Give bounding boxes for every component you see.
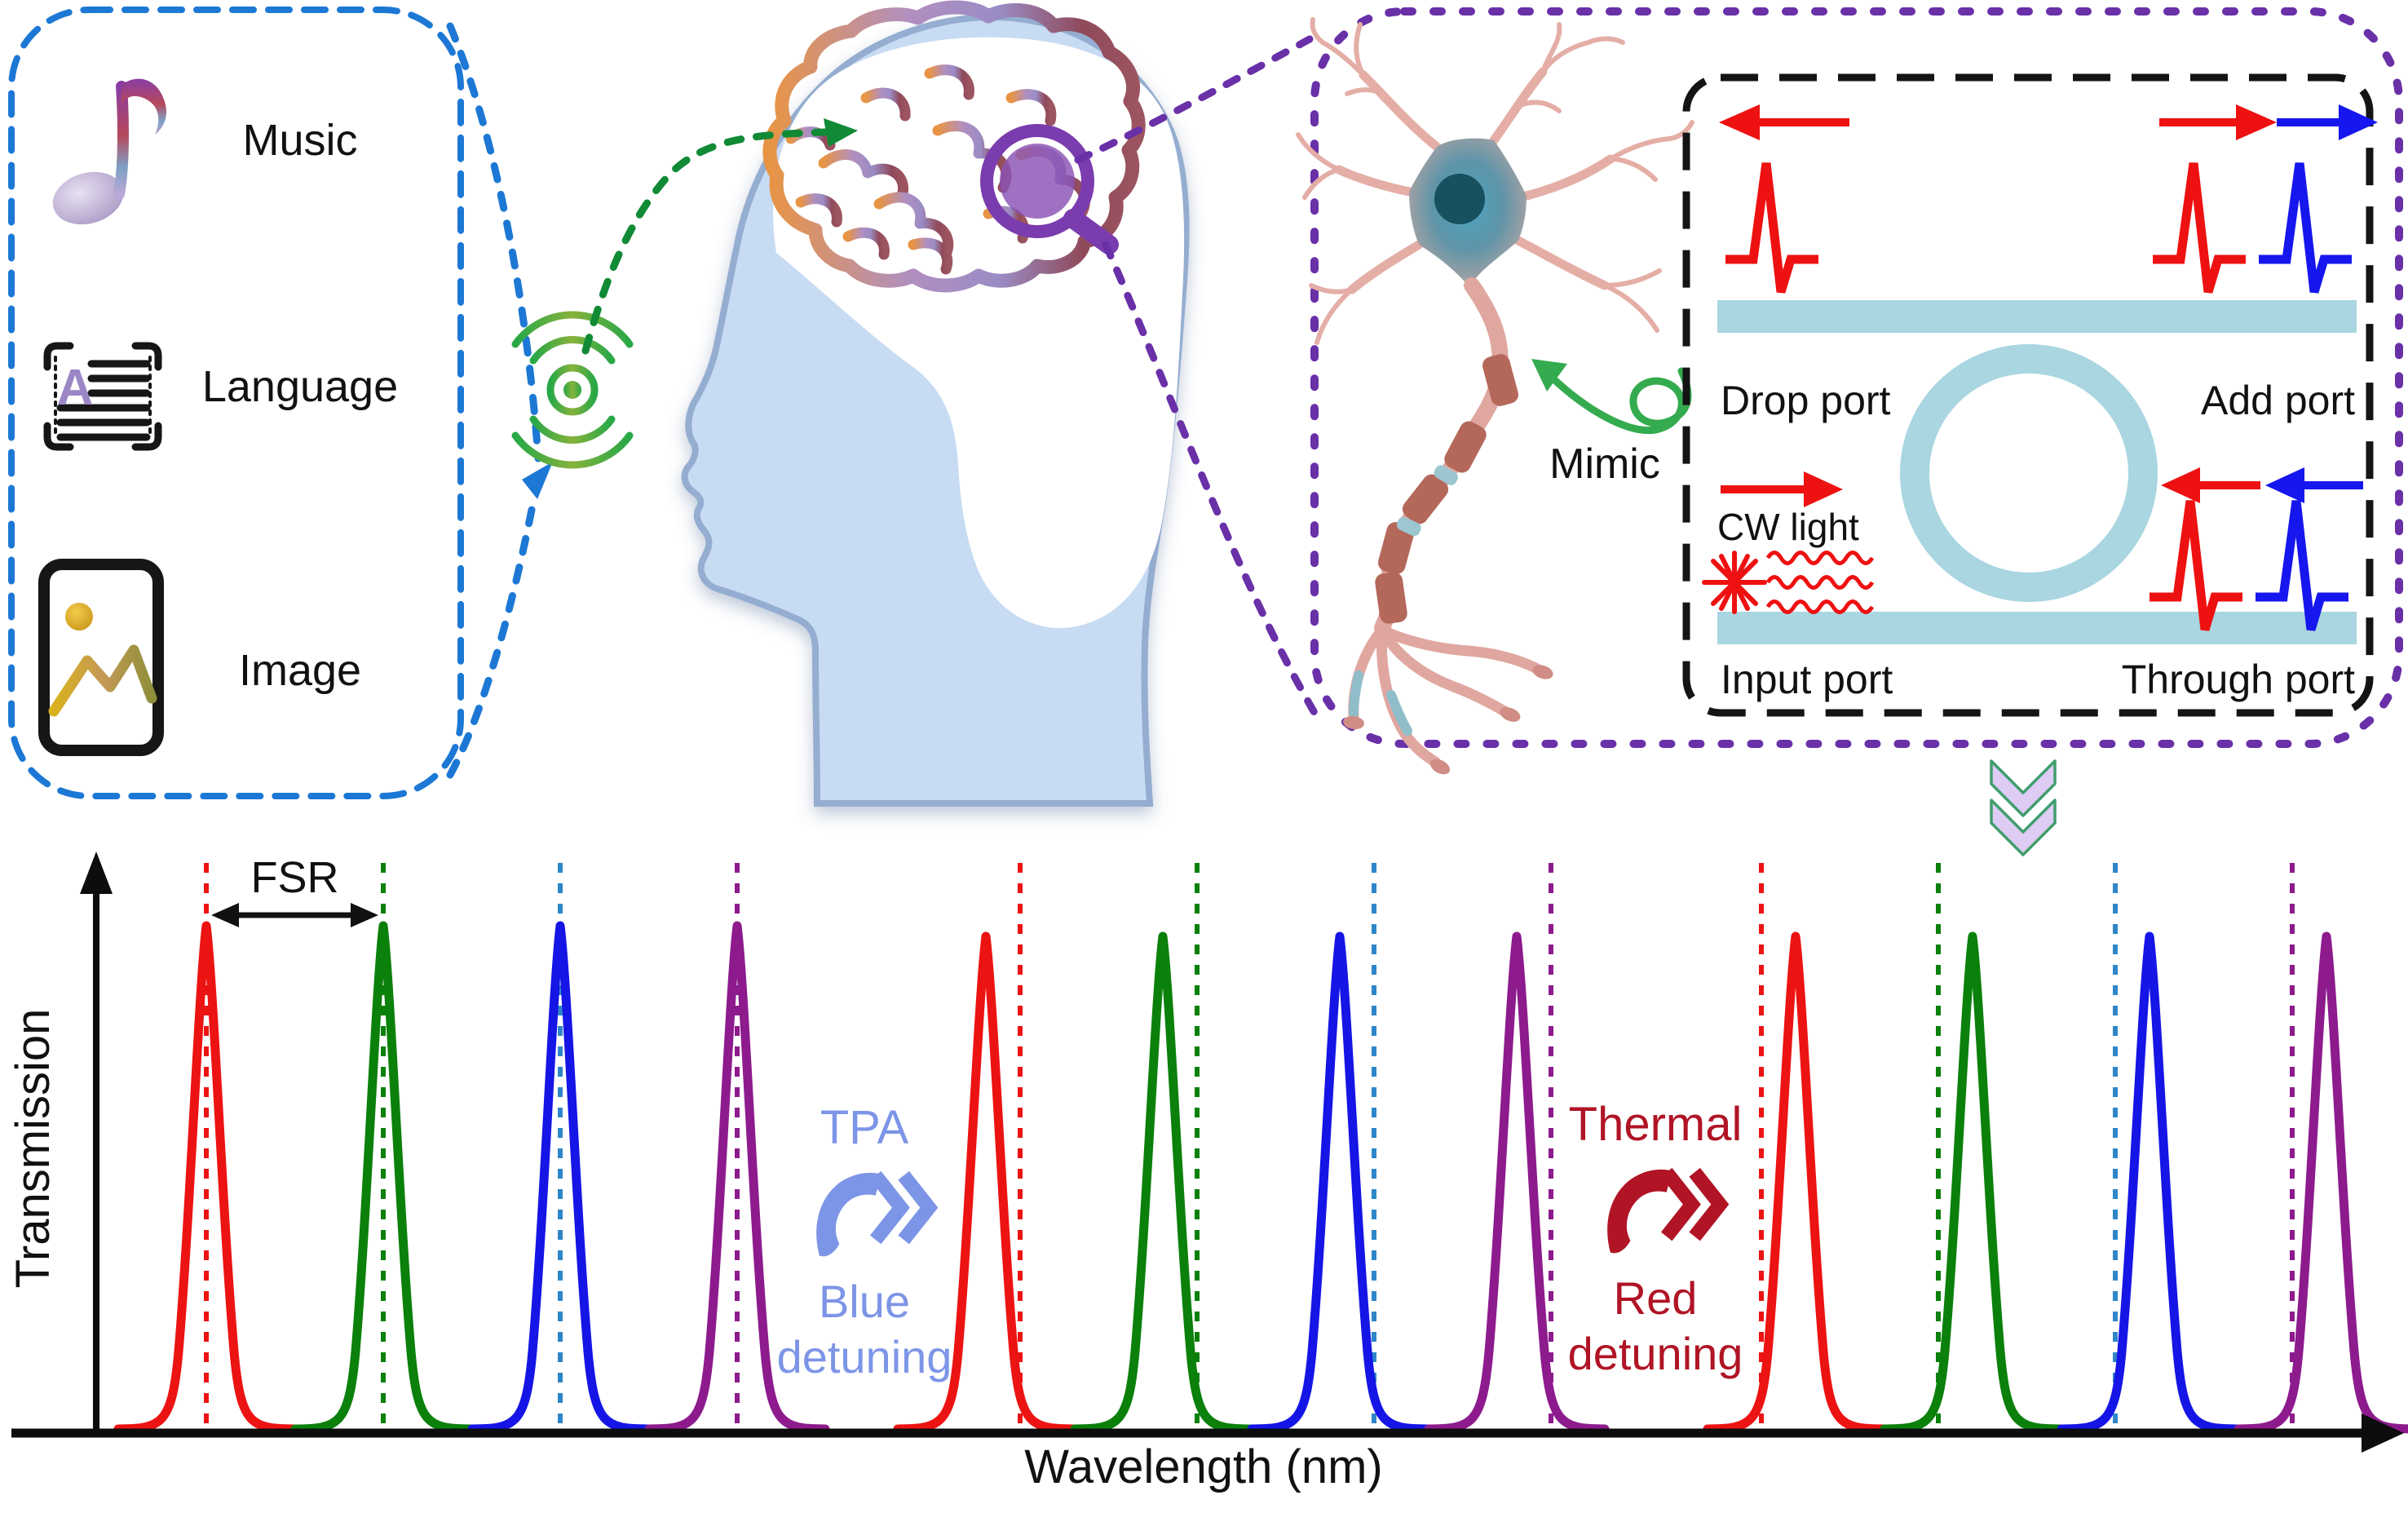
zoom-panel-border <box>1310 7 2403 748</box>
y-axis-arrowhead-icon <box>80 852 113 894</box>
image-photo-icon <box>38 559 164 756</box>
laser-star-icon <box>1702 551 1767 614</box>
funnel-arrowhead-icon <box>522 462 553 499</box>
language-icon-letter: A <box>57 360 94 416</box>
input-port-label: Input port <box>1721 657 1893 702</box>
drop-arrowhead-icon <box>1719 104 1760 140</box>
mimic-arrowhead-icon <box>1531 359 1567 392</box>
axon-node-bands <box>1396 465 1458 537</box>
through-blue-pulse-icon <box>2256 501 2348 630</box>
resonance-peak-thermal-red-detuned <box>2057 931 2242 1434</box>
resonance-peak-rest-resonances <box>113 921 299 1434</box>
fsr-arrowhead-left-icon <box>211 903 239 927</box>
axon-terminal-feet <box>1343 665 1553 775</box>
through-port-label: Through port <box>2122 657 2355 702</box>
funnel-line-top <box>446 22 542 462</box>
neuron-icon <box>1296 17 1694 775</box>
microring-resonator <box>1900 344 2158 602</box>
resonance-peak-tpa-blue-detuned <box>1247 931 1433 1434</box>
input-funnel-connector <box>446 22 542 779</box>
resonance-peak-rest-resonances <box>290 921 476 1434</box>
dendrites <box>1296 17 1694 345</box>
transmission-chart: Transmission Wavelength (nm) FSR TPA Blu… <box>7 852 2408 1493</box>
magnifier-icon <box>980 124 1119 254</box>
thermal-label: Thermal <box>1569 1098 1743 1151</box>
through-red-pulse-icon <box>2150 501 2242 630</box>
through-port-signal <box>2150 467 2363 630</box>
microring-diagram: Drop port Add port CW light <box>1682 73 2378 717</box>
resonance-peak-thermal-red-detuned <box>2233 931 2408 1434</box>
music-note-icon <box>52 78 166 225</box>
mimic-label: Mimic <box>1549 440 1660 488</box>
mimic-curl-arrow <box>1539 365 1692 435</box>
red-detuning-label-1: Red <box>1614 1272 1698 1324</box>
head-illustration <box>681 0 1190 807</box>
cw-light-input: CW light <box>1702 471 1872 614</box>
fsr-label: FSR <box>251 853 339 902</box>
resonance-peak-rest-resonances <box>467 921 653 1434</box>
input-panel-border <box>8 7 464 799</box>
chart-peaks-layer <box>113 863 2408 1434</box>
input-panel: Music A Language Image <box>8 7 464 799</box>
resonance-peak-tpa-blue-detuned <box>1424 931 1610 1434</box>
x-axis-arrowhead-icon <box>2362 1413 2404 1453</box>
brain-zoom-connector <box>1074 35 1323 725</box>
x-axis-label: Wavelength (nm) <box>1024 1440 1382 1493</box>
axon-terminal-teal-tints <box>1349 670 1412 736</box>
speech-to-brain-arrow <box>581 128 829 355</box>
input-item-language-label: Language <box>202 362 398 411</box>
fsr-arrowhead-right-icon <box>351 903 378 927</box>
drop-port-label: Drop port <box>1721 378 1891 423</box>
blue-detuning-label-2: detuning <box>777 1331 952 1382</box>
resonance-peak-tpa-blue-detuned <box>893 931 1079 1434</box>
blue-detuning-label-1: Blue <box>819 1276 910 1327</box>
add-red-pulse-icon <box>2153 163 2246 292</box>
language-document-icon: A <box>43 342 162 451</box>
resonance-peak-rest-resonances <box>644 921 830 1434</box>
top-waveguide <box>1717 300 2357 333</box>
input-item-image-label: Image <box>239 646 361 695</box>
sound-wave-icon <box>511 311 634 469</box>
drop-port-signal <box>1719 104 1849 292</box>
myelin-segments <box>1375 354 1518 624</box>
zoom-line-top <box>1074 35 1314 164</box>
cw-light-label: CW light <box>1717 506 1859 548</box>
chevron-down-icon <box>1990 759 2057 856</box>
add-blue-pulse-icon <box>2259 163 2352 292</box>
zoom-line-bottom <box>1102 241 1323 725</box>
microring-box-border <box>1682 73 2374 717</box>
neuron-nucleus <box>1434 174 1485 224</box>
resonance-peak-thermal-red-detuned <box>1880 931 2066 1434</box>
resonance-peak-thermal-red-detuned <box>1703 931 1889 1434</box>
red-detuning-label-2: detuning <box>1568 1328 1743 1379</box>
add-port-signal <box>2153 104 2378 292</box>
bottom-waveguide <box>1717 612 2357 644</box>
tpa-label: TPA <box>820 1101 909 1154</box>
drop-red-pulse-icon <box>1725 163 1818 292</box>
cw-wave-lines-icon <box>1768 553 1872 613</box>
cw-arrowhead-icon <box>1804 471 1843 507</box>
funnel-line-bottom <box>446 506 536 779</box>
thermal-detuning-arrow-icon <box>1607 1170 1720 1254</box>
speech-arrowhead-icon <box>824 118 858 147</box>
y-axis-label: Transmission <box>7 1009 60 1289</box>
input-item-music-label: Music <box>242 116 357 165</box>
resonance-peak-tpa-blue-detuned <box>1070 931 1256 1434</box>
tpa-detuning-arrow-icon <box>816 1173 929 1257</box>
add-port-label: Add port <box>2201 378 2355 423</box>
